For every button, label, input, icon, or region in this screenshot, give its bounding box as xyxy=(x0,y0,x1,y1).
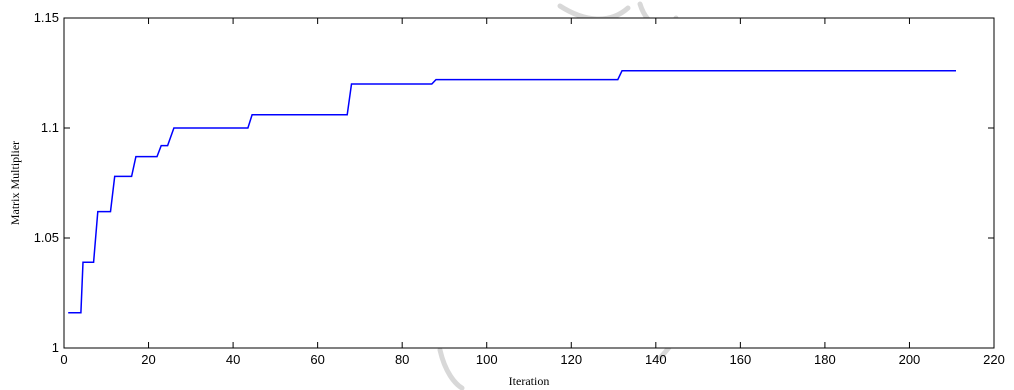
x-tick-label: 140 xyxy=(645,352,667,367)
x-tick-label: 40 xyxy=(226,352,240,367)
y-tick-label: 1 xyxy=(52,340,59,355)
x-tick-label: 180 xyxy=(814,352,836,367)
x-tick-label: 120 xyxy=(560,352,582,367)
tick-labels: 0 20 40 60 80 100 120 140 160 180 200 220 1 1.05 1.1 1.… xyxy=(34,10,1005,367)
x-tick-label: 200 xyxy=(899,352,921,367)
watermark-stroke xyxy=(557,3,631,22)
y-tick-label: 1.05 xyxy=(34,230,59,245)
y-axis-label: Matrix Multiplier xyxy=(8,141,22,225)
x-tick-label: 0 xyxy=(60,352,67,367)
x-tick-label: 160 xyxy=(730,352,752,367)
x-tick-label: 60 xyxy=(310,352,324,367)
x-tick-label: 220 xyxy=(983,352,1005,367)
plot-area xyxy=(63,17,995,349)
x-tick-label: 20 xyxy=(141,352,155,367)
x-tick-label: 80 xyxy=(395,352,409,367)
y-tick-label: 1.15 xyxy=(34,10,59,25)
x-tick-label: 100 xyxy=(476,352,498,367)
axis-ticks xyxy=(63,17,995,349)
series-line xyxy=(68,70,956,314)
watermark-stroke xyxy=(437,347,465,390)
x-axis-label: Iteration xyxy=(509,374,550,388)
y-tick-label: 1.1 xyxy=(41,120,59,135)
